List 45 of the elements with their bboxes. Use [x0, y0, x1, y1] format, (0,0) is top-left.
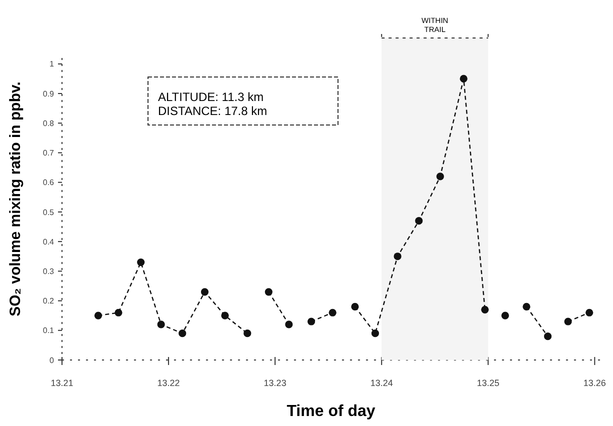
point	[522, 302, 530, 311]
point	[221, 312, 229, 320]
y-tick-label: 0	[50, 356, 55, 365]
point	[436, 172, 444, 180]
point	[307, 318, 316, 326]
y-tick-label: 0.9	[42, 89, 55, 98]
x-tick-label: 13.23	[264, 378, 286, 388]
point	[415, 217, 423, 225]
point	[94, 312, 102, 320]
y-tick-label: 0.5	[42, 208, 55, 217]
point	[564, 318, 572, 326]
x-tick-label: 13.24	[370, 378, 393, 388]
x-tick-label: 13.22	[157, 378, 180, 388]
point	[200, 288, 209, 296]
point	[481, 306, 489, 314]
y-tick-label: 0.3	[42, 266, 55, 276]
x-tick-label: 13.26	[583, 378, 606, 388]
point	[501, 312, 509, 320]
point	[244, 330, 252, 338]
point	[114, 308, 122, 316]
point	[394, 252, 402, 260]
point	[264, 288, 272, 296]
y-tick-label: 0.2	[42, 296, 55, 306]
point	[460, 74, 468, 83]
y-tick-label: 0.7	[42, 148, 55, 158]
point	[285, 320, 293, 328]
point	[137, 258, 145, 266]
point	[328, 308, 336, 316]
point	[371, 330, 380, 338]
point	[544, 332, 552, 340]
y-axis-title: SO₂ volume mixing ratio in ppbv.	[7, 82, 24, 316]
x-tick-label: 13.25	[476, 378, 500, 388]
point	[351, 302, 359, 311]
y-tick-label: 0.4	[42, 237, 55, 246]
y-tick-label: 0.6	[42, 178, 55, 188]
y-tick-label: 0.1	[42, 326, 55, 336]
point	[586, 308, 594, 316]
x-axis-title: Time of day	[286, 403, 376, 420]
x-tick-label: 13.21	[50, 378, 74, 388]
y-tick-label: 1	[50, 60, 55, 69]
y-tick-label: 0.8	[42, 118, 55, 128]
point	[157, 320, 165, 328]
point	[178, 330, 186, 338]
annotation: ALTITUDE: 11.3 km	[158, 90, 264, 104]
annotation: DISTANCE: 17.8 km	[158, 104, 268, 118]
